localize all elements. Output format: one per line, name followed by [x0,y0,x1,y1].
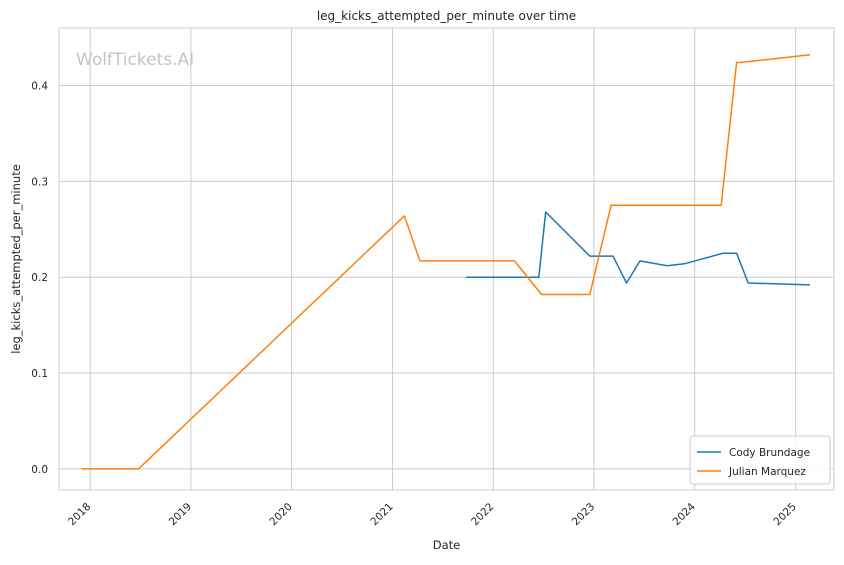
x-tick-label: 2024 [670,501,698,529]
y-tick-label: 0.4 [31,81,48,93]
x-tick-label: 2021 [368,501,395,528]
watermark: WolfTickets.AI [76,50,194,70]
x-tick-label: 2023 [570,501,597,528]
series-lines [81,54,811,470]
x-axis-label: Date [433,538,461,552]
x-tick-label: 2022 [469,501,496,528]
legend-label-julian-marquez: Julian Marquez [728,466,806,478]
x-tick-label: 2020 [267,501,294,528]
chart-title: leg_kicks_attempted_per_minute over time [317,9,576,23]
x-tick-label: 2019 [167,501,194,528]
grid-lines [59,28,834,490]
legend-box [689,435,831,485]
x-tick-label: 2018 [66,501,93,528]
plot-frame [58,27,835,491]
x-tick-label: 2025 [771,501,798,528]
y-tick-label: 0.2 [31,272,48,284]
series-line-julian-marquez [81,54,811,470]
legend-label-cody-brundage: Cody Brundage [729,447,810,459]
y-tick-labels: 0.0 0.1 0.2 0.3 0.4 [31,81,48,476]
legend: Cody Brundage Julian Marquez [689,435,831,485]
y-tick-label: 0.0 [31,464,48,476]
y-tick-label: 0.3 [31,176,48,188]
plot-background [59,28,834,490]
y-tick-label: 0.1 [31,368,48,380]
x-tick-labels: 2018 2019 2020 2021 2022 2023 2024 2025 [66,501,799,529]
series-line-cody-brundage [466,211,811,286]
y-axis-label: leg_kicks_attempted_per_minute [9,164,23,354]
